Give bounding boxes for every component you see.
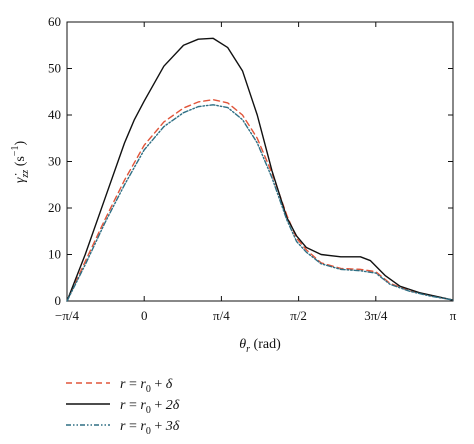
x-axis-label: θr (rad): [239, 337, 281, 355]
x-tick-label: 3π/4: [364, 308, 388, 323]
y-tick-label: 60: [48, 14, 61, 29]
series-layer: [66, 37, 454, 302]
plot-frame: [66, 21, 454, 302]
x-tick-label: 0: [141, 308, 148, 323]
y-tick-label: 30: [48, 154, 61, 169]
legend-label-1: r = r0 + δ: [120, 377, 173, 395]
y-tick-label: 10: [48, 247, 61, 262]
series-line-3: [66, 104, 454, 302]
y-tick-label: 20: [48, 200, 61, 215]
x-tick-label: −π/4: [55, 308, 80, 323]
x-tick-label: π/4: [213, 308, 230, 323]
x-tick-label: π/2: [290, 308, 307, 323]
x-tick-label: π: [450, 308, 457, 323]
series-line-1: [66, 98, 454, 302]
y-axis-label: γ̇zz (s−1): [10, 141, 31, 184]
legend: r = r0 + δ r = r0 + 2δ r = r0 + 3δ: [66, 377, 180, 437]
legend-label-3: r = r0 + 3δ: [120, 419, 180, 437]
y-axis-ticks: 0 10 20 30 40 50 60: [48, 14, 453, 308]
y-tick-label: 50: [48, 61, 61, 76]
series-line-2: [66, 37, 454, 302]
y-tick-label: 40: [48, 107, 61, 122]
x-axis-ticks: −π/4 0 π/4 π/2 3π/4 π: [55, 22, 457, 323]
legend-label-2: r = r0 + 2δ: [120, 398, 180, 416]
y-tick-label: 0: [55, 293, 62, 308]
